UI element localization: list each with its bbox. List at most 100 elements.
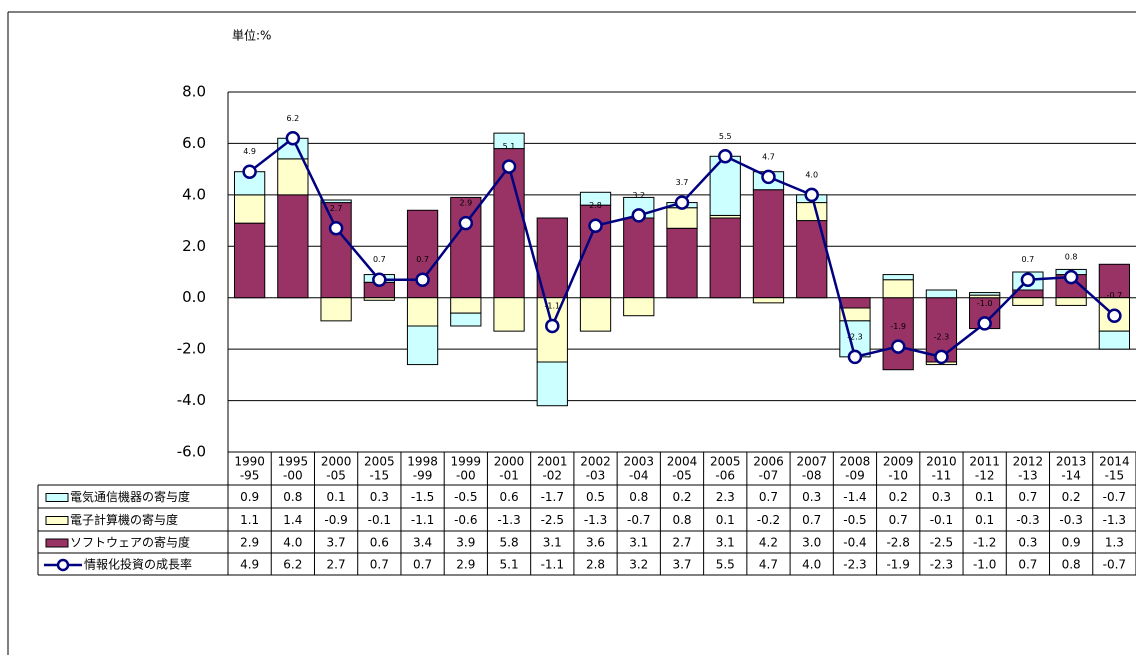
table-cell: -2.5 <box>930 536 953 550</box>
marker <box>977 316 992 331</box>
table-cell: 0.7 <box>759 490 778 504</box>
chart-title: 単位:% <box>232 28 271 43</box>
table-cell: -0.4 <box>843 536 866 550</box>
table-cell: -0.5 <box>454 490 477 504</box>
marker <box>717 149 733 164</box>
table-cell: 0.6 <box>500 490 519 504</box>
table-cell: 1.4 <box>283 513 302 527</box>
table-cell: 0.2 <box>672 490 691 504</box>
table-cell: 0.3 <box>370 490 389 504</box>
data-label: -1.9 <box>890 322 906 331</box>
table-cell: 0.1 <box>975 490 994 504</box>
marker <box>674 195 690 210</box>
table-cell: 3.1 <box>629 536 648 550</box>
bar <box>839 297 871 309</box>
bar <box>1098 263 1131 299</box>
x-tick-label: 2011 <box>969 455 1000 469</box>
bar <box>969 292 1001 296</box>
x-tick-label: 2000 <box>494 455 525 469</box>
table-cell: 4.7 <box>759 558 778 572</box>
bar <box>623 217 655 299</box>
y-tick-label: -4.0 <box>177 391 206 409</box>
table-cell: 0.9 <box>1062 536 1081 550</box>
marker <box>1020 272 1036 287</box>
x-tick-label: -11 <box>932 469 952 483</box>
x-tick-label: -04 <box>629 469 649 483</box>
x-tick-label: -06 <box>715 469 735 483</box>
table-cell: 0.8 <box>1062 558 1081 572</box>
x-tick-label: 2014 <box>1099 455 1130 469</box>
bar <box>1055 297 1087 306</box>
table-cell: 0.1 <box>975 513 994 527</box>
bar <box>709 155 741 216</box>
table-cell: -1.1 <box>411 513 434 527</box>
x-tick-label: 2005 <box>364 455 395 469</box>
table-cell: 0.7 <box>1018 490 1037 504</box>
table-cell: 0.1 <box>327 490 346 504</box>
bar <box>320 202 352 299</box>
marker <box>1063 269 1079 285</box>
data-label: 0.7 <box>1022 255 1035 264</box>
table-cell: -0.7 <box>627 513 650 527</box>
table-cell: -0.7 <box>1103 558 1126 572</box>
data-label: 2.8 <box>589 201 602 210</box>
y-tick-label: 2.0 <box>182 237 206 255</box>
y-tick-label: 0.0 <box>182 288 206 306</box>
table-cell: -2.5 <box>541 513 564 527</box>
marker <box>501 159 517 174</box>
data-label: -2.3 <box>847 332 863 341</box>
y-tick-label: -6.0 <box>177 443 206 461</box>
table-cell: -1.2 <box>973 536 996 550</box>
bar <box>882 279 914 299</box>
x-tick-label: -99 <box>413 469 433 483</box>
table-cell: -1.3 <box>497 513 520 527</box>
table-cell: -2.3 <box>843 558 866 572</box>
x-tick-label: 2013 <box>1056 455 1087 469</box>
table-cell: 0.6 <box>370 536 389 550</box>
bar <box>536 217 568 299</box>
bar <box>1012 297 1044 306</box>
table-cell: 0.2 <box>889 490 908 504</box>
bar <box>493 132 525 150</box>
marker <box>458 215 474 231</box>
table-cell: 1.1 <box>240 513 259 527</box>
legend-swatch <box>45 516 69 525</box>
table-cell: 3.4 <box>413 536 432 550</box>
data-label: 5.5 <box>719 132 732 141</box>
table-cell: 4.0 <box>283 536 302 550</box>
table-cell: 3.1 <box>716 536 735 550</box>
x-tick-label: 1998 <box>407 455 438 469</box>
table-cell: -1.5 <box>411 490 434 504</box>
x-tick-label: -14 <box>1061 469 1081 483</box>
table-cell: 2.8 <box>586 558 605 572</box>
table-cell: -0.9 <box>324 513 347 527</box>
table-cell: -1.9 <box>886 558 909 572</box>
x-tick-label: -10 <box>888 469 908 483</box>
table-cell: 0.7 <box>413 558 432 572</box>
x-tick-label: 2000 <box>321 455 352 469</box>
y-tick-label: -2.0 <box>177 340 206 358</box>
bar <box>406 297 439 327</box>
bar <box>882 297 914 371</box>
data-label: -0.7 <box>1107 291 1123 300</box>
x-tick-label: 2012 <box>1013 455 1044 469</box>
data-label: 2.9 <box>459 199 472 208</box>
legend-label: 電子計算機の寄与度 <box>70 512 178 527</box>
table-cell: 3.0 <box>802 536 821 550</box>
x-tick-label: 1999 <box>451 455 482 469</box>
data-label: 0.7 <box>373 255 386 264</box>
bar <box>709 217 741 299</box>
x-tick-label: 2007 <box>796 455 827 469</box>
legend-marker <box>56 558 70 572</box>
x-tick-label: 2003 <box>623 455 654 469</box>
table-cell: 0.3 <box>932 490 951 504</box>
table-cell: -0.3 <box>1016 513 1039 527</box>
data-label: 4.0 <box>805 170 818 179</box>
legend-label: 情報化投資の成長率 <box>84 557 192 572</box>
table-cell: -1.3 <box>584 513 607 527</box>
marker <box>890 339 906 354</box>
data-label: 0.7 <box>416 255 429 264</box>
marker <box>588 218 603 233</box>
table-cell: -2.3 <box>930 558 953 572</box>
marker <box>242 164 257 179</box>
